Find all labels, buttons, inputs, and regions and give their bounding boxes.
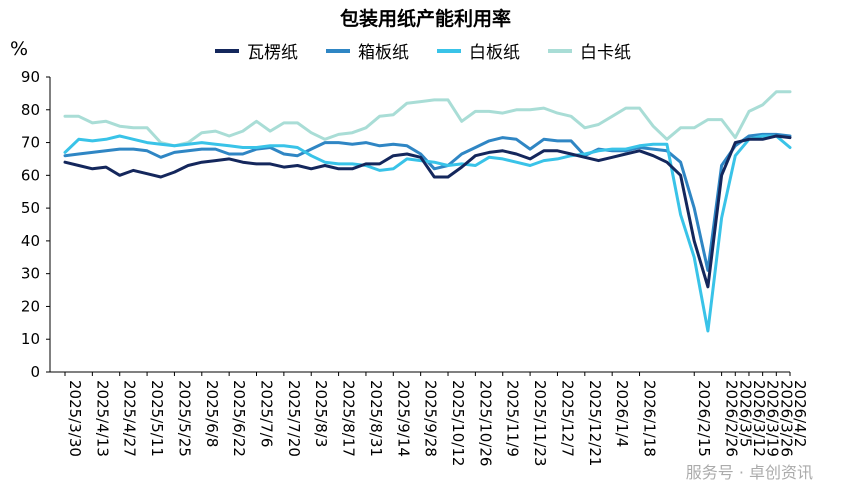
x-tick-label: 2026/1/18 xyxy=(641,380,659,457)
chart-legend: 瓦楞纸 箱板纸 白板纸 白卡纸 xyxy=(215,38,631,63)
x-tick-label: 2026/1/4 xyxy=(613,380,631,447)
x-tick-label: 2025/4/13 xyxy=(93,380,111,457)
x-tick-label: 2025/7/20 xyxy=(285,380,303,457)
y-tick-label: 80 xyxy=(21,101,40,119)
x-tick-label: 2026/2/26 xyxy=(723,380,741,457)
watermark: 服务号 · 卓创资讯 xyxy=(685,463,813,482)
x-tick-label: 2025/9/28 xyxy=(422,380,440,457)
y-tick-label: 40 xyxy=(21,232,40,250)
y-tick-label: 50 xyxy=(21,199,40,217)
legend-swatch-1 xyxy=(215,48,239,53)
x-tick-label: 2025/5/11 xyxy=(148,380,166,457)
x-tick-label: 2025/11/9 xyxy=(504,380,522,457)
x-tick-label: 2025/10/26 xyxy=(476,380,494,466)
x-tick-label: 2026/3/5 xyxy=(736,380,754,447)
y-axis-unit: % xyxy=(10,38,29,60)
legend-label-1: 瓦楞纸 xyxy=(247,43,298,63)
x-tick-label: 2026/2/15 xyxy=(695,380,713,457)
y-tick-label: 10 xyxy=(21,330,40,348)
legend-swatch-3 xyxy=(437,48,461,53)
series-line-4 xyxy=(63,90,792,148)
x-tick-label: 2025/9/14 xyxy=(394,380,412,457)
x-tick-label: 2025/8/17 xyxy=(340,380,358,457)
y-tick-label: 20 xyxy=(21,297,40,315)
y-tick-label: 60 xyxy=(21,166,40,184)
legend-item-3: 白板纸 xyxy=(437,38,520,63)
series-line-3 xyxy=(63,134,792,333)
x-tick-label: 2026/3/26 xyxy=(777,380,795,457)
series-line-2 xyxy=(63,132,792,272)
x-tick-label: 2025/11/23 xyxy=(531,380,549,466)
x-tick-label: 2025/8/31 xyxy=(367,380,385,457)
x-tick-label: 2025/10/12 xyxy=(449,380,467,466)
x-tick-label: 2025/8/3 xyxy=(312,380,330,447)
y-tick-label: 30 xyxy=(21,265,40,283)
x-tick-label: 2026/3/19 xyxy=(764,380,782,457)
x-tick-label: 2026/3/12 xyxy=(750,380,768,457)
y-tick-label: 0 xyxy=(30,363,40,381)
x-tick-label: 2025/12/7 xyxy=(558,380,576,457)
legend-swatch-4 xyxy=(548,48,572,53)
x-tick-label: 2025/5/25 xyxy=(175,380,193,457)
x-tick-label: 2025/7/6 xyxy=(258,380,276,447)
legend-label-3: 白板纸 xyxy=(469,43,520,63)
legend-label-4: 白卡纸 xyxy=(580,43,631,63)
x-tick-label: 2025/3/30 xyxy=(66,380,84,457)
legend-item-1: 瓦楞纸 xyxy=(215,38,298,63)
x-tick-label: 2025/4/27 xyxy=(121,380,139,457)
x-tick-label: 2025/6/8 xyxy=(203,380,221,447)
y-tick-label: 70 xyxy=(21,134,40,152)
y-tick-label: 90 xyxy=(21,68,40,86)
x-tick-label: 2025/6/22 xyxy=(230,380,248,457)
legend-swatch-2 xyxy=(326,48,350,53)
x-tick-label: 2026/4/2 xyxy=(791,380,809,447)
series-line-1 xyxy=(63,134,792,289)
legend-item-2: 箱板纸 xyxy=(326,38,409,63)
legend-label-2: 箱板纸 xyxy=(358,43,409,63)
x-tick-label: 2025/12/21 xyxy=(586,380,604,466)
legend-item-4: 白卡纸 xyxy=(548,38,631,63)
chart-title: 包装用纸产能利用率 xyxy=(339,8,511,30)
